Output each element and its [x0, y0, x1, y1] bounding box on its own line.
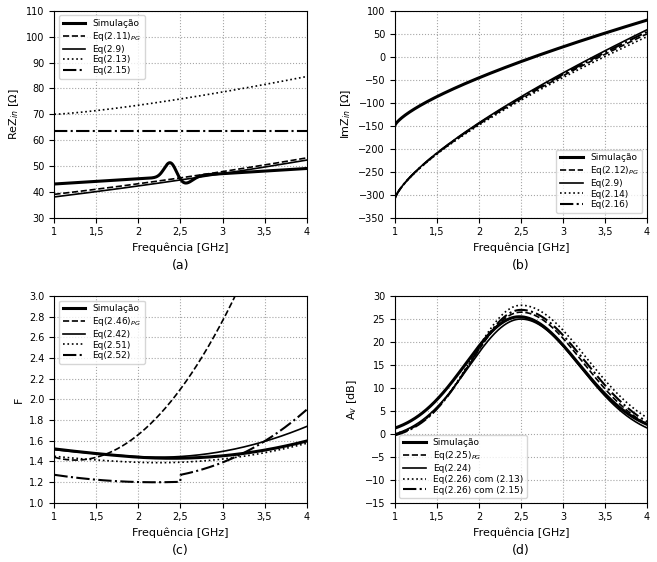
Legend: Simulação, Eq(2.12)$_{PG}$, Eq(2.9), Eq(2.14), Eq(2.16): Simulação, Eq(2.12)$_{PG}$, Eq(2.9), Eq(…	[556, 149, 643, 213]
Y-axis label: ImZ$_{in}$ [$\Omega$]: ImZ$_{in}$ [$\Omega$]	[339, 89, 353, 139]
Legend: Simulação, Eq(2.25)$_{PG}$, Eq(2.24), Eq(2.26) com (2.13), Eq(2.26) com (2.15): Simulação, Eq(2.25)$_{PG}$, Eq(2.24), Eq…	[399, 435, 527, 498]
X-axis label: Frequência [GHz]: Frequência [GHz]	[472, 243, 569, 253]
Text: (b): (b)	[512, 259, 530, 272]
Text: (d): (d)	[512, 544, 530, 557]
X-axis label: Frequência [GHz]: Frequência [GHz]	[472, 528, 569, 538]
Legend: Simulação, Eq(2.46)$_{PG}$, Eq(2.42), Eq(2.51), Eq(2.52): Simulação, Eq(2.46)$_{PG}$, Eq(2.42), Eq…	[59, 301, 145, 364]
Y-axis label: F: F	[14, 396, 24, 402]
X-axis label: Frequência [GHz]: Frequência [GHz]	[132, 528, 229, 538]
Text: (a): (a)	[171, 259, 189, 272]
Y-axis label: A$_v$ [dB]: A$_v$ [dB]	[345, 379, 359, 420]
X-axis label: Frequência [GHz]: Frequência [GHz]	[132, 243, 229, 253]
Text: (c): (c)	[172, 544, 189, 557]
Y-axis label: ReZ$_{in}$ [$\Omega$]: ReZ$_{in}$ [$\Omega$]	[7, 88, 21, 140]
Legend: Simulação, Eq(2.11)$_{PG}$, Eq(2.9), Eq(2.13), Eq(2.15): Simulação, Eq(2.11)$_{PG}$, Eq(2.9), Eq(…	[59, 16, 145, 79]
